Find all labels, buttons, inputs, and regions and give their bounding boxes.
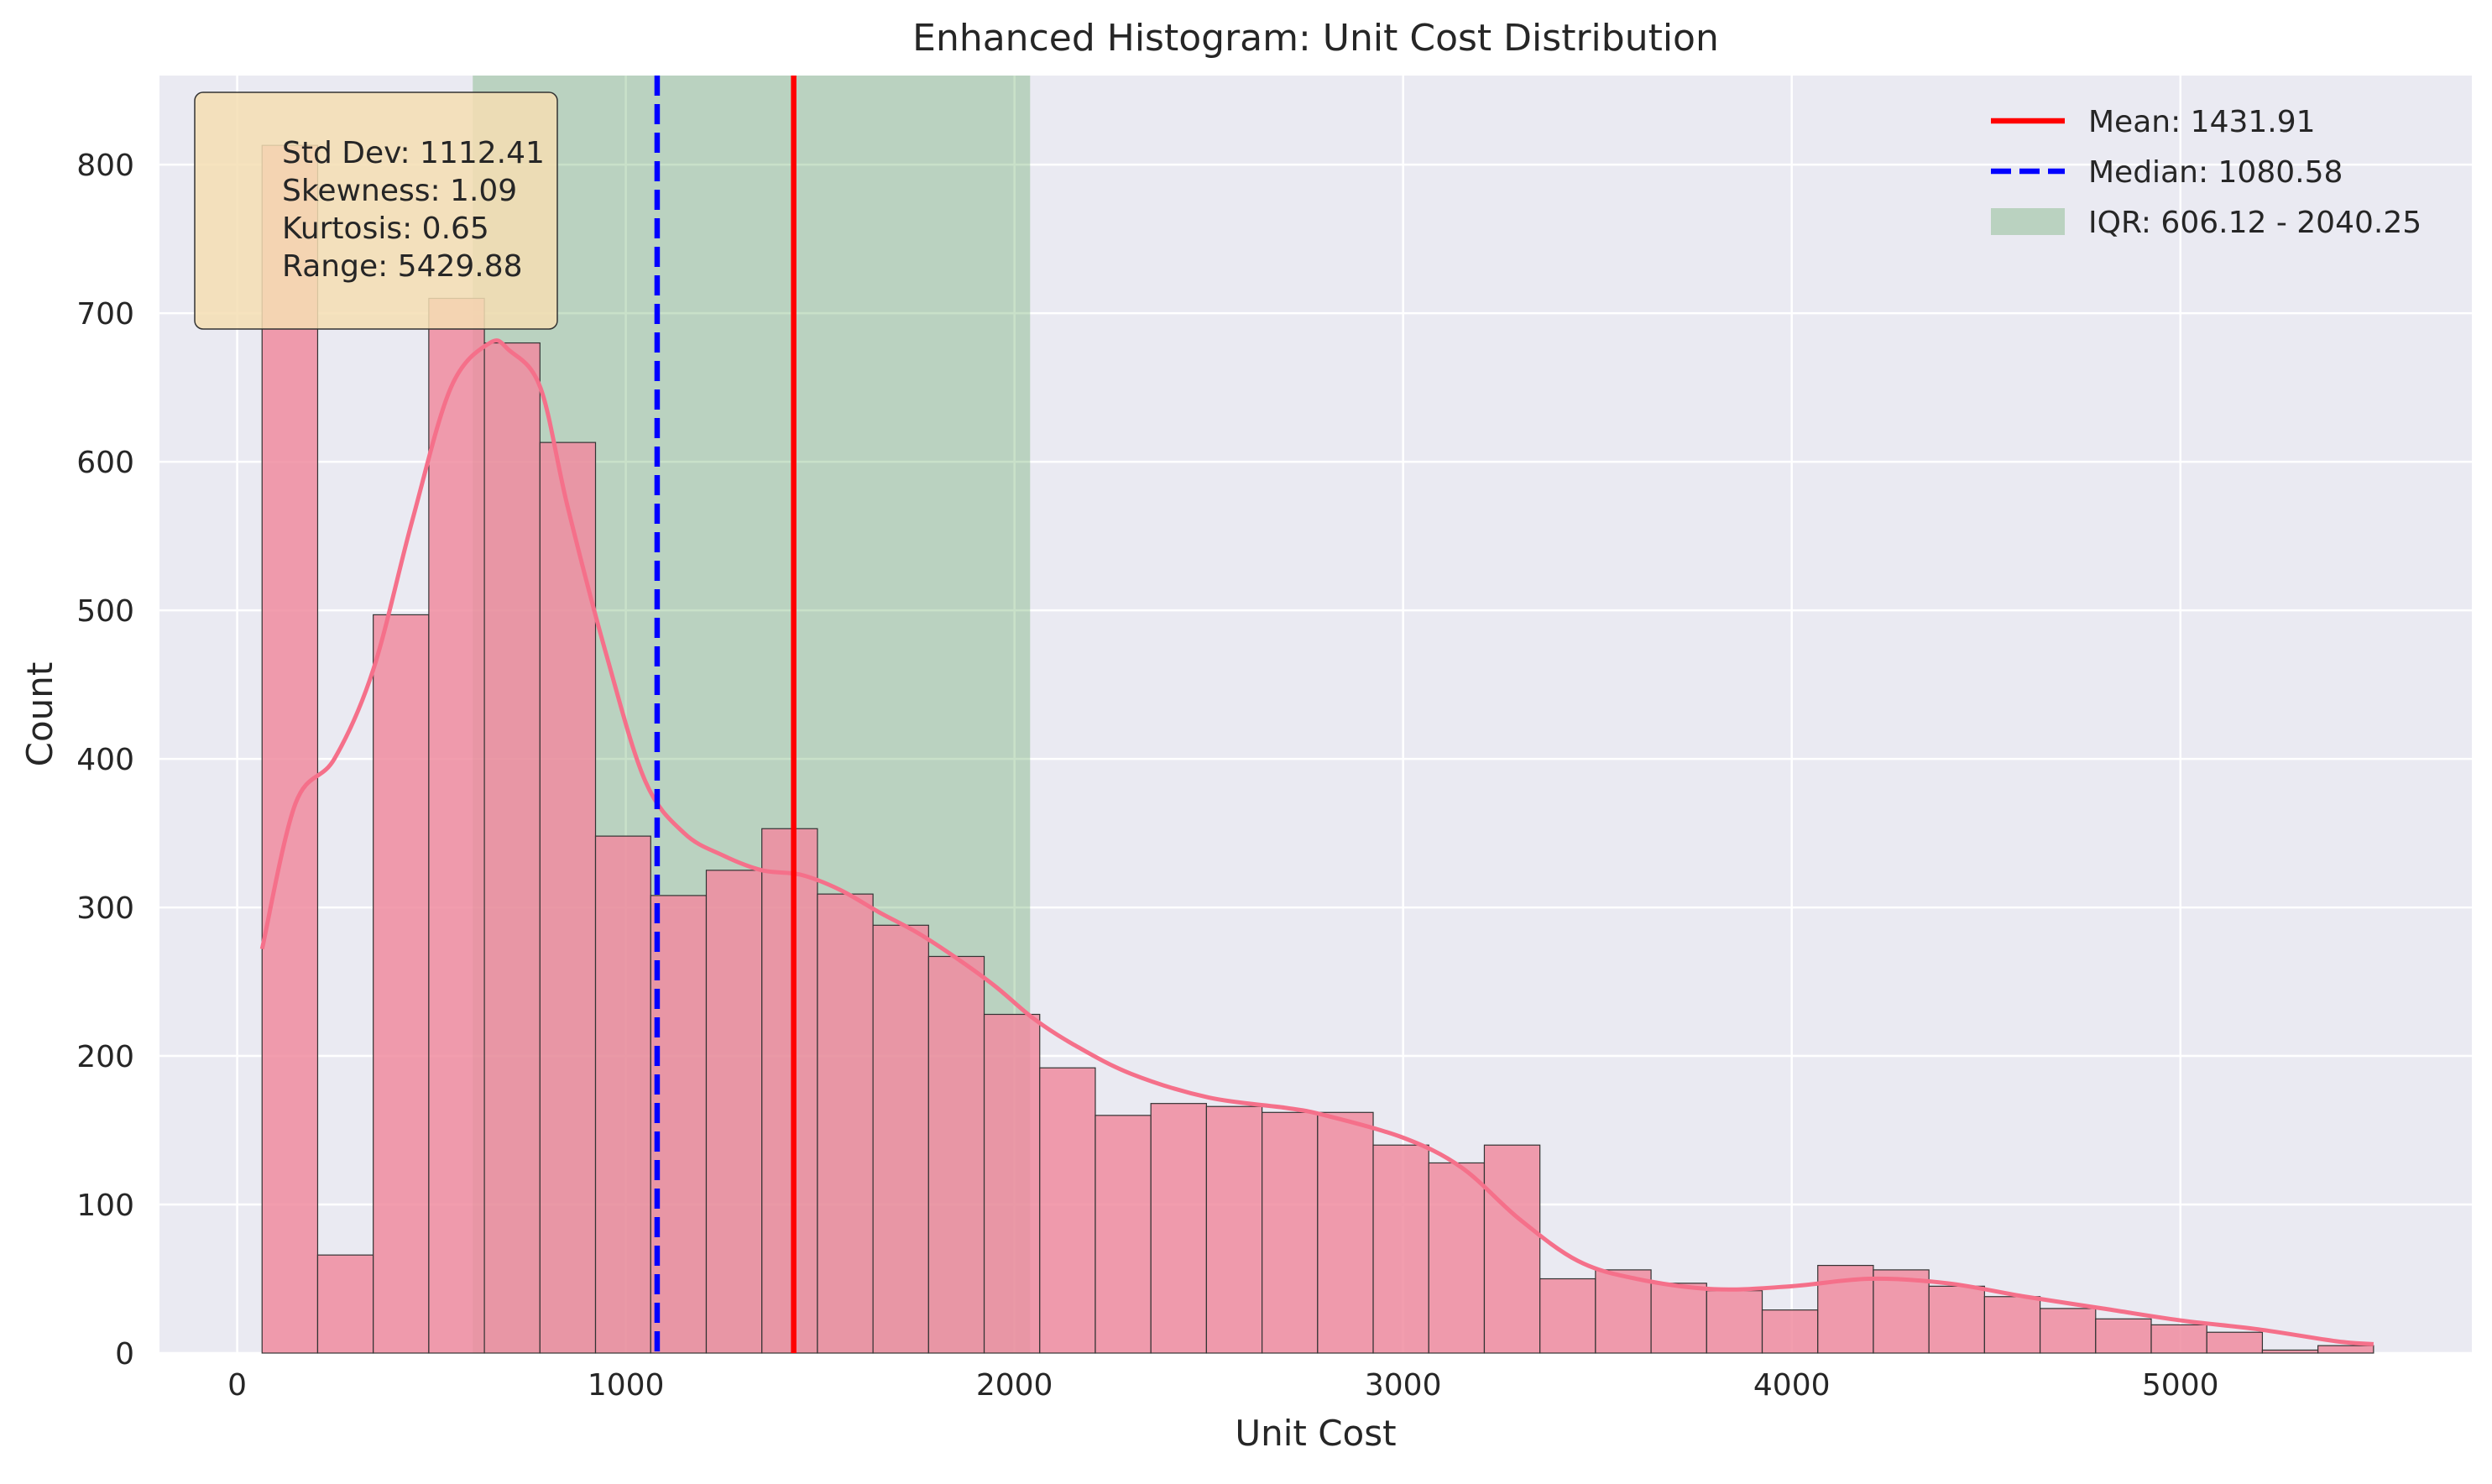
histogram-bar bbox=[2039, 1308, 2097, 1354]
histogram-bar bbox=[594, 835, 651, 1354]
histogram-bar bbox=[1150, 1103, 1207, 1354]
histogram-bar bbox=[761, 828, 818, 1354]
y-tick-label: 800 bbox=[76, 149, 134, 183]
histogram-bar bbox=[483, 342, 541, 1354]
histogram-bar bbox=[1372, 1144, 1429, 1354]
stats-skewness: Skewness: 1.09 bbox=[282, 174, 517, 208]
histogram-bar bbox=[705, 870, 763, 1354]
histogram-bar bbox=[2261, 1349, 2319, 1354]
histogram-bar bbox=[650, 895, 708, 1354]
y-tick-label: 100 bbox=[76, 1189, 134, 1223]
x-tick-label: 3000 bbox=[1365, 1368, 1442, 1403]
stats-box-background bbox=[194, 91, 558, 330]
histogram-bar bbox=[927, 955, 985, 1354]
x-axis-label: Unit Cost bbox=[1235, 1413, 1396, 1454]
histogram-bar bbox=[2317, 1345, 2374, 1354]
histogram-bar bbox=[1761, 1309, 1819, 1354]
histogram-bar bbox=[1706, 1290, 1763, 1354]
histogram-bar bbox=[539, 442, 597, 1354]
histogram-bar bbox=[1317, 1111, 1374, 1354]
histogram-bar bbox=[1039, 1067, 1096, 1354]
kde-curve bbox=[259, 338, 2374, 1346]
legend-iqr-label: IQR: 606.12 - 2040.25 bbox=[2088, 206, 2421, 240]
histogram-bar bbox=[1983, 1296, 2041, 1354]
histogram-bar bbox=[1873, 1269, 1930, 1354]
y-tick-label: 500 bbox=[76, 594, 134, 629]
histogram-bar bbox=[1650, 1283, 1707, 1354]
x-axis-ticks: 0 1000 2000 3000 4000 5000 bbox=[227, 1368, 2218, 1403]
y-axis-ticks: 0 100 200 300 400 500 600 700 800 bbox=[76, 149, 134, 1372]
histogram-bar bbox=[1595, 1269, 1652, 1354]
histogram-bar bbox=[1539, 1278, 1596, 1354]
histogram-bar bbox=[1205, 1105, 1263, 1354]
histogram-bar bbox=[1483, 1144, 1541, 1354]
legend-iqr-swatch bbox=[1991, 208, 2065, 235]
histogram-bars bbox=[261, 144, 2374, 1354]
histogram-bar bbox=[261, 144, 319, 1354]
histogram-bar bbox=[373, 614, 430, 1354]
legend: Mean: 1431.91 Median: 1080.58 IQR: 606.1… bbox=[1991, 105, 2421, 240]
histogram-bar bbox=[316, 1254, 374, 1354]
histogram-bar bbox=[1928, 1285, 1985, 1354]
legend-median-label: Median: 1080.58 bbox=[2088, 155, 2343, 190]
x-tick-label: 1000 bbox=[588, 1368, 665, 1403]
legend-mean-label: Mean: 1431.91 bbox=[2088, 105, 2316, 139]
histogram-bar bbox=[2095, 1318, 2152, 1354]
x-tick-label: 4000 bbox=[1753, 1368, 1831, 1403]
stats-range: Range: 5429.88 bbox=[282, 249, 523, 284]
histogram-bar bbox=[2150, 1324, 2207, 1354]
histogram-bar bbox=[1428, 1162, 1486, 1354]
y-tick-label: 600 bbox=[76, 446, 134, 480]
y-axis-label: Count bbox=[19, 662, 60, 767]
stats-std-dev: Std Dev: 1112.41 bbox=[282, 136, 545, 170]
x-tick-label: 2000 bbox=[976, 1368, 1053, 1403]
histogram-bar bbox=[428, 297, 485, 1354]
x-tick-label: 0 bbox=[227, 1368, 247, 1403]
y-tick-label: 300 bbox=[76, 891, 134, 926]
stats-box: Std Dev: 1112.41 Skewness: 1.09 Kurtosis… bbox=[194, 91, 558, 330]
stats-kurtosis: Kurtosis: 0.65 bbox=[282, 212, 489, 246]
histogram-bar bbox=[1094, 1115, 1152, 1354]
y-tick-label: 700 bbox=[76, 297, 134, 332]
histogram-bar bbox=[817, 893, 874, 1354]
chart-title: Enhanced Histogram: Unit Cost Distributi… bbox=[912, 17, 1719, 60]
histogram-bar bbox=[1262, 1111, 1319, 1354]
x-tick-label: 5000 bbox=[2142, 1368, 2219, 1403]
histogram-bar bbox=[2206, 1331, 2264, 1354]
y-tick-label: 200 bbox=[76, 1040, 134, 1074]
y-tick-label: 400 bbox=[76, 743, 134, 777]
y-tick-label: 0 bbox=[115, 1337, 134, 1372]
histogram-bar bbox=[872, 924, 929, 1354]
histogram-bar bbox=[983, 1013, 1041, 1354]
